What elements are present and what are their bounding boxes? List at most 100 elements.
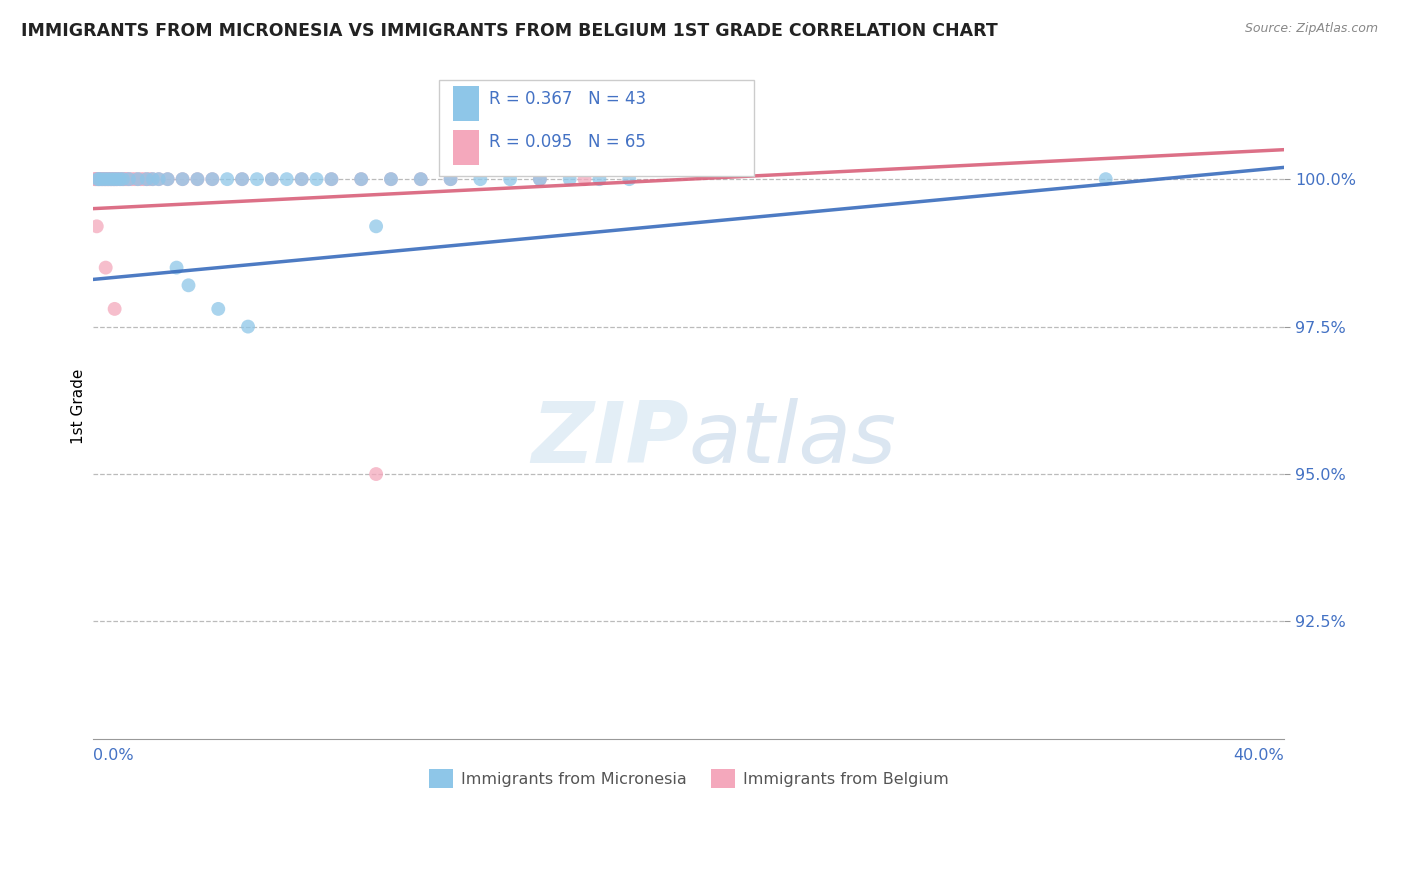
Point xyxy=(574,172,596,186)
Point xyxy=(529,172,551,186)
Point xyxy=(156,172,179,186)
Point xyxy=(246,172,269,186)
Point xyxy=(217,172,239,186)
Point xyxy=(132,172,155,186)
Point xyxy=(83,172,105,186)
Point xyxy=(86,219,108,234)
Text: atlas: atlas xyxy=(689,398,897,481)
Point xyxy=(96,172,118,186)
Point xyxy=(117,172,139,186)
Point xyxy=(101,172,124,186)
Text: Source: ZipAtlas.com: Source: ZipAtlas.com xyxy=(1244,22,1378,36)
Point xyxy=(94,172,117,186)
FancyBboxPatch shape xyxy=(453,87,479,121)
Point xyxy=(91,172,114,186)
Point xyxy=(91,172,114,186)
Point xyxy=(100,172,122,186)
Point xyxy=(236,319,259,334)
Point xyxy=(114,172,136,186)
Point xyxy=(110,172,132,186)
Text: IMMIGRANTS FROM MICRONESIA VS IMMIGRANTS FROM BELGIUM 1ST GRADE CORRELATION CHAR: IMMIGRANTS FROM MICRONESIA VS IMMIGRANTS… xyxy=(21,22,998,40)
Point xyxy=(129,172,152,186)
Point xyxy=(350,172,373,186)
Point xyxy=(260,172,283,186)
Point xyxy=(231,172,253,186)
Y-axis label: 1st Grade: 1st Grade xyxy=(72,368,86,444)
Point xyxy=(94,172,117,186)
Point xyxy=(305,172,328,186)
Point xyxy=(121,172,143,186)
Legend: Immigrants from Micronesia, Immigrants from Belgium: Immigrants from Micronesia, Immigrants f… xyxy=(423,763,955,795)
Point xyxy=(108,172,131,186)
Point xyxy=(186,172,208,186)
Point xyxy=(260,172,283,186)
Point xyxy=(380,172,402,186)
Point xyxy=(350,172,373,186)
Point xyxy=(105,172,128,186)
Point xyxy=(166,260,188,275)
Text: ZIP: ZIP xyxy=(531,398,689,481)
Point xyxy=(186,172,208,186)
Point xyxy=(89,172,111,186)
Point xyxy=(439,172,461,186)
Point xyxy=(107,172,129,186)
Point xyxy=(201,172,224,186)
Point xyxy=(148,172,170,186)
Point xyxy=(105,172,128,186)
Text: 0.0%: 0.0% xyxy=(93,748,134,764)
Point xyxy=(148,172,170,186)
Point xyxy=(97,172,120,186)
Point xyxy=(291,172,314,186)
Point xyxy=(588,172,610,186)
Point xyxy=(93,172,115,186)
Point xyxy=(118,172,141,186)
Point xyxy=(96,172,118,186)
Point xyxy=(276,172,298,186)
Point xyxy=(366,467,388,481)
Point xyxy=(89,172,111,186)
Point xyxy=(100,172,122,186)
Point xyxy=(142,172,165,186)
Point xyxy=(201,172,224,186)
Text: R = 0.095   N = 65: R = 0.095 N = 65 xyxy=(489,133,645,152)
Point xyxy=(93,172,115,186)
Point xyxy=(499,172,522,186)
Point xyxy=(124,172,146,186)
Point xyxy=(104,301,127,316)
Point xyxy=(558,172,581,186)
Point xyxy=(97,172,120,186)
Point xyxy=(115,172,138,186)
Point xyxy=(409,172,432,186)
Point xyxy=(108,172,131,186)
Point xyxy=(89,172,111,186)
Point xyxy=(86,172,108,186)
Point xyxy=(87,172,110,186)
Point xyxy=(207,301,229,316)
Point xyxy=(103,172,125,186)
Point xyxy=(104,172,127,186)
Point xyxy=(118,172,141,186)
Point xyxy=(98,172,121,186)
Point xyxy=(127,172,149,186)
Point xyxy=(86,172,108,186)
Point xyxy=(127,172,149,186)
Point xyxy=(172,172,194,186)
Point xyxy=(111,172,134,186)
Point xyxy=(529,172,551,186)
Point xyxy=(97,172,120,186)
Point xyxy=(94,172,117,186)
Point xyxy=(94,260,117,275)
FancyBboxPatch shape xyxy=(453,130,479,164)
Point xyxy=(90,172,112,186)
Point xyxy=(619,172,641,186)
FancyBboxPatch shape xyxy=(439,79,755,177)
Point xyxy=(100,172,122,186)
Point xyxy=(103,172,125,186)
Point xyxy=(380,172,402,186)
Point xyxy=(156,172,179,186)
Point xyxy=(84,172,107,186)
Point xyxy=(366,219,388,234)
Point xyxy=(1094,172,1116,186)
Point xyxy=(104,172,127,186)
Point xyxy=(409,172,432,186)
